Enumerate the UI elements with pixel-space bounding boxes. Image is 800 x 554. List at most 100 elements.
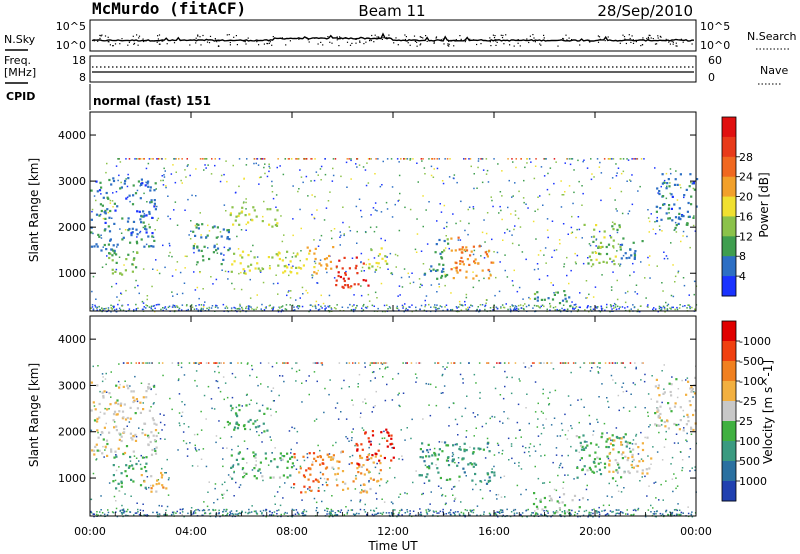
heatmap-cell: [634, 406, 637, 408]
heatmap-cell: [496, 511, 498, 513]
heatmap-cell: [367, 453, 370, 457]
heatmap-cell: [674, 402, 677, 405]
heatmap-cell: [453, 267, 455, 269]
heatmap-cell: [544, 506, 547, 509]
heatmap-cell: [562, 362, 564, 364]
heatmap-cell: [512, 284, 514, 287]
heatmap-cell: [513, 514, 516, 516]
heatmap-cell: [501, 304, 504, 306]
heatmap-cell: [465, 276, 468, 279]
heatmap-cell: [167, 215, 169, 218]
heatmap-cell: [308, 252, 311, 255]
heatmap-cell: [337, 510, 340, 513]
heatmap-cell: [179, 508, 181, 511]
heatmap-cell: [324, 467, 328, 470]
heatmap-cell: [429, 269, 433, 273]
nsearch-point: [112, 45, 114, 47]
heatmap-cell: [187, 426, 190, 428]
colorbar-tick-label: 100: [739, 435, 760, 448]
heatmap-cell: [261, 475, 264, 478]
heatmap-cell: [561, 454, 563, 457]
heatmap-cell: [256, 402, 258, 405]
heatmap-cell: [682, 230, 685, 233]
heatmap-cell: [455, 222, 457, 225]
colorbar-segment: [722, 236, 736, 257]
heatmap-cell: [673, 509, 676, 511]
heatmap-cell: [452, 444, 455, 447]
heatmap-cell: [362, 262, 365, 265]
heatmap-cell: [465, 246, 468, 249]
heatmap-cell: [327, 508, 329, 510]
heatmap-cell: [290, 455, 294, 459]
heatmap-cell: [344, 273, 347, 276]
nsearch-point: [440, 39, 442, 41]
heatmap-cell: [150, 307, 152, 309]
heatmap-cell: [533, 297, 537, 300]
heatmap-cell: [562, 194, 565, 196]
heatmap-cell: [210, 173, 213, 175]
heatmap-cell: [600, 436, 603, 439]
heatmap-cell: [662, 392, 665, 395]
heatmap-cell: [541, 508, 544, 511]
heatmap-cell: [561, 194, 563, 196]
heatmap-cell: [542, 388, 544, 391]
heatmap-cell: [225, 305, 228, 308]
heatmap-cell: [377, 449, 380, 452]
nsearch-point: [562, 38, 565, 40]
heatmap-cell: [447, 242, 450, 245]
freq-panel: Freq. [MHz] 18 8 60 0 Nave: [4, 54, 788, 85]
nsearch-point: [202, 34, 204, 37]
heatmap-cell: [376, 498, 378, 500]
heatmap-cell: [560, 180, 562, 182]
heatmap-cell: [631, 466, 633, 469]
heatmap-cell: [509, 310, 512, 313]
heatmap-cell: [553, 512, 556, 515]
heatmap-cell: [163, 174, 165, 176]
heatmap-cell: [313, 271, 316, 274]
heatmap-cell: [450, 309, 452, 311]
heatmap-cell: [440, 257, 444, 260]
heatmap-cell: [432, 176, 435, 178]
heatmap-cell: [433, 168, 435, 170]
heatmap-cell: [654, 412, 657, 415]
heatmap-cell: [95, 513, 98, 516]
heatmap-cell: [236, 513, 238, 515]
heatmap-cell: [252, 451, 255, 454]
heatmap-cell: [415, 306, 417, 309]
heatmap-cell: [331, 514, 333, 516]
heatmap-cell: [652, 507, 654, 509]
heatmap-cell: [634, 508, 636, 511]
heatmap-cell: [124, 179, 127, 183]
heatmap-cell: [124, 229, 127, 231]
heatmap-cell: [127, 173, 129, 176]
heatmap-cell: [305, 510, 308, 513]
heatmap-cell: [421, 284, 423, 287]
heatmap-cell: [601, 307, 604, 310]
heatmap-cell: [503, 411, 505, 413]
heatmap-cell: [246, 363, 249, 365]
heatmap-cell: [616, 279, 618, 282]
heatmap-cell: [670, 308, 672, 310]
heatmap-cell: [456, 271, 459, 274]
heatmap-cell: [430, 165, 433, 168]
heatmap-cell: [113, 249, 116, 252]
heatmap-cell: [622, 158, 625, 160]
heatmap-cell: [658, 424, 661, 427]
nsearch-point: [500, 34, 502, 36]
heatmap-cell: [155, 259, 157, 261]
heatmap-cell: [150, 484, 152, 487]
heatmap-cell: [341, 450, 344, 453]
heatmap-cell: [364, 503, 366, 506]
heatmap-cell: [187, 164, 189, 166]
heatmap-cell: [319, 471, 322, 474]
heatmap-cell: [165, 509, 167, 512]
heatmap-cell: [401, 304, 404, 307]
heatmap-cell: [359, 499, 362, 501]
heatmap-cell: [637, 507, 640, 510]
colorbar-tick-label: -25: [739, 395, 757, 408]
heatmap-cell: [691, 182, 694, 185]
heatmap-cell: [533, 492, 536, 495]
heatmap-cell: [631, 453, 634, 456]
heatmap-cell: [297, 512, 299, 515]
